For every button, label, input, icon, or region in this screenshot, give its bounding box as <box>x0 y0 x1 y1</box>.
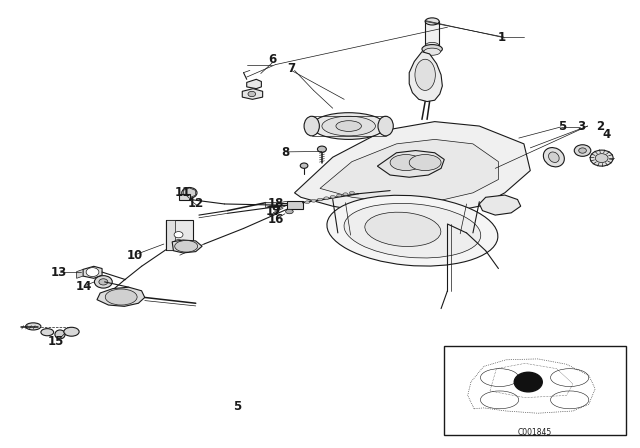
Polygon shape <box>378 151 444 177</box>
Text: 10: 10 <box>127 249 143 262</box>
Ellipse shape <box>26 323 41 330</box>
Ellipse shape <box>595 154 608 163</box>
Ellipse shape <box>424 48 440 55</box>
Bar <box>166 220 175 250</box>
Text: 8: 8 <box>281 146 289 159</box>
Ellipse shape <box>174 232 183 238</box>
Polygon shape <box>479 195 521 215</box>
Polygon shape <box>83 266 102 278</box>
Ellipse shape <box>285 209 293 214</box>
Ellipse shape <box>41 329 54 336</box>
Ellipse shape <box>312 113 386 139</box>
Ellipse shape <box>300 163 308 168</box>
Ellipse shape <box>64 327 79 336</box>
Text: 7: 7 <box>287 62 296 75</box>
Ellipse shape <box>324 197 329 199</box>
Polygon shape <box>172 240 202 253</box>
Ellipse shape <box>390 155 422 171</box>
Ellipse shape <box>548 152 559 163</box>
Polygon shape <box>320 139 499 202</box>
Ellipse shape <box>322 116 376 136</box>
Text: 1: 1 <box>497 30 506 43</box>
Polygon shape <box>243 89 262 99</box>
Text: C001845: C001845 <box>518 428 552 437</box>
Polygon shape <box>294 121 531 215</box>
Polygon shape <box>409 52 442 102</box>
Text: 14: 14 <box>76 280 92 293</box>
Bar <box>287 201 303 209</box>
Ellipse shape <box>95 276 112 288</box>
Text: 5: 5 <box>558 120 566 133</box>
Ellipse shape <box>343 193 348 195</box>
Ellipse shape <box>305 201 310 203</box>
Ellipse shape <box>330 195 335 198</box>
Ellipse shape <box>304 116 319 136</box>
Polygon shape <box>97 287 145 306</box>
Text: 2: 2 <box>596 120 604 133</box>
Circle shape <box>514 372 542 392</box>
Ellipse shape <box>543 147 564 167</box>
Ellipse shape <box>327 195 498 266</box>
Ellipse shape <box>344 203 481 258</box>
Ellipse shape <box>337 194 342 197</box>
Ellipse shape <box>425 43 439 49</box>
Text: 15: 15 <box>47 336 64 349</box>
Ellipse shape <box>317 146 326 152</box>
Ellipse shape <box>86 267 99 276</box>
Ellipse shape <box>574 145 591 156</box>
Ellipse shape <box>317 198 323 201</box>
Ellipse shape <box>415 59 435 90</box>
Ellipse shape <box>378 116 394 136</box>
Ellipse shape <box>105 289 137 305</box>
Ellipse shape <box>422 44 442 53</box>
Ellipse shape <box>185 190 194 196</box>
Bar <box>166 220 193 250</box>
Ellipse shape <box>409 155 441 171</box>
Text: 9: 9 <box>271 204 280 217</box>
Ellipse shape <box>182 188 197 198</box>
Ellipse shape <box>248 91 255 97</box>
Text: 3: 3 <box>577 120 586 133</box>
Text: 18: 18 <box>268 198 284 211</box>
Bar <box>264 202 276 207</box>
Text: 5: 5 <box>233 400 241 413</box>
Ellipse shape <box>365 212 441 246</box>
Ellipse shape <box>579 148 586 153</box>
Ellipse shape <box>99 279 108 285</box>
Ellipse shape <box>590 150 613 166</box>
Ellipse shape <box>349 191 355 194</box>
Text: 6: 6 <box>268 53 276 66</box>
Ellipse shape <box>311 199 316 202</box>
Polygon shape <box>77 269 83 278</box>
Text: 12: 12 <box>188 198 204 211</box>
Text: 17: 17 <box>266 206 282 219</box>
Ellipse shape <box>425 18 439 25</box>
Polygon shape <box>246 79 261 89</box>
Ellipse shape <box>55 330 65 339</box>
Text: 13: 13 <box>51 267 67 280</box>
Text: 16: 16 <box>268 213 284 226</box>
Ellipse shape <box>336 121 362 131</box>
Ellipse shape <box>175 241 198 252</box>
Bar <box>444 346 626 435</box>
Bar <box>425 22 439 46</box>
Ellipse shape <box>174 240 183 246</box>
Text: 11: 11 <box>175 186 191 199</box>
Polygon shape <box>183 188 195 198</box>
Text: 4: 4 <box>603 129 611 142</box>
Bar <box>179 194 190 199</box>
